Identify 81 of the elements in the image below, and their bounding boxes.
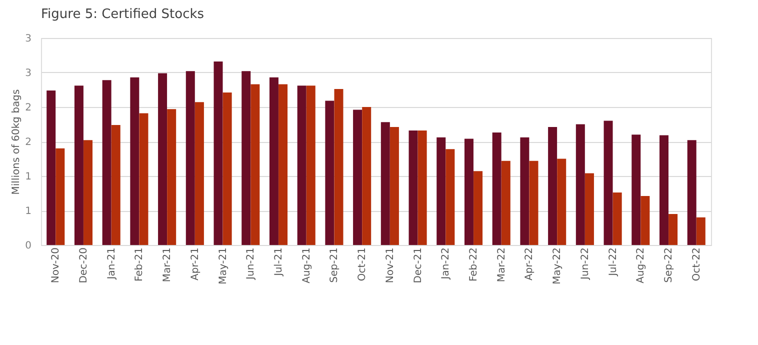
bar <box>529 160 538 245</box>
bar <box>576 124 585 245</box>
bar <box>139 113 148 245</box>
bar <box>158 73 168 245</box>
bar <box>640 196 650 245</box>
bar <box>584 173 594 245</box>
bar <box>214 61 223 245</box>
bar <box>520 137 530 245</box>
y-tick-label: 0 <box>25 240 32 252</box>
bar <box>362 107 372 245</box>
bar <box>474 171 483 245</box>
bar <box>74 86 84 245</box>
x-tick-label: Jul-22 <box>608 248 619 277</box>
x-tick-label: Oct-22 <box>691 248 702 282</box>
bar <box>269 77 278 245</box>
bar <box>297 86 306 245</box>
bar <box>46 90 56 245</box>
x-tick-label: Dec-21 <box>412 248 424 284</box>
y-tick-label: 2 <box>25 102 32 114</box>
x-tick-label: Aug-21 <box>301 248 312 284</box>
x-tick-label: Jun-21 <box>246 248 257 280</box>
bar <box>194 102 204 245</box>
x-tick-label: Jul-21 <box>273 248 284 277</box>
x-tick-label: Feb-22 <box>468 248 480 282</box>
bar <box>604 120 613 245</box>
bar <box>334 89 344 245</box>
bar <box>501 160 510 245</box>
x-tick-label: May-22 <box>552 248 564 284</box>
x-tick-label: Apr-22 <box>524 248 536 280</box>
bar <box>380 122 390 245</box>
x-tick-label: Nov-20 <box>50 248 62 284</box>
bar <box>687 140 696 245</box>
bar <box>390 127 399 245</box>
bar <box>557 158 566 245</box>
bar <box>222 92 232 245</box>
x-tick-label: May-21 <box>218 248 229 284</box>
bar <box>250 84 260 245</box>
x-tick-label: Oct-21 <box>357 248 368 282</box>
bar <box>696 217 706 245</box>
x-tick-label: Mar-21 <box>162 248 174 282</box>
bar <box>56 148 65 245</box>
x-tick-label: Jun-22 <box>580 248 591 280</box>
bar <box>436 137 446 245</box>
y-tick-label: 1 <box>25 172 32 182</box>
x-tick-label: Dec-20 <box>78 248 90 284</box>
bar <box>446 149 455 245</box>
bar <box>242 71 251 245</box>
chart-title: Figure 5: Certified Stocks <box>41 7 204 22</box>
y-tick-label: 3 <box>25 34 32 44</box>
x-tick-label: Nov-21 <box>384 248 396 284</box>
x-tick-label: Apr-21 <box>190 248 201 280</box>
bar <box>353 110 362 245</box>
bar <box>659 135 668 245</box>
bar <box>464 138 474 245</box>
bar <box>612 192 622 245</box>
bar <box>130 77 140 245</box>
x-tick-label: Mar-22 <box>496 248 508 282</box>
bar <box>408 130 418 245</box>
y-tick-label: 2 <box>25 137 32 148</box>
bar <box>102 80 112 245</box>
bar <box>111 124 120 245</box>
bar <box>492 132 502 245</box>
bar <box>186 71 195 245</box>
bar <box>84 140 93 245</box>
bar <box>418 130 427 245</box>
y-axis-title: Millions of 60kg bags <box>11 89 22 195</box>
bar <box>278 84 288 245</box>
bar <box>668 214 678 245</box>
bar <box>632 134 641 245</box>
bar <box>306 86 316 245</box>
bar <box>325 100 334 245</box>
x-tick-label: Jan-22 <box>440 248 452 280</box>
bar <box>167 109 176 245</box>
x-tick-label: Feb-21 <box>134 248 146 282</box>
x-tick-label: Sep-21 <box>329 248 340 283</box>
x-tick-label: Aug-22 <box>636 248 647 284</box>
y-tick-label: 3 <box>25 68 32 79</box>
x-tick-label: Jan-21 <box>106 248 118 280</box>
x-tick-label: Sep-22 <box>664 248 675 283</box>
bar <box>548 127 558 245</box>
y-tick-label: 1 <box>25 206 32 217</box>
